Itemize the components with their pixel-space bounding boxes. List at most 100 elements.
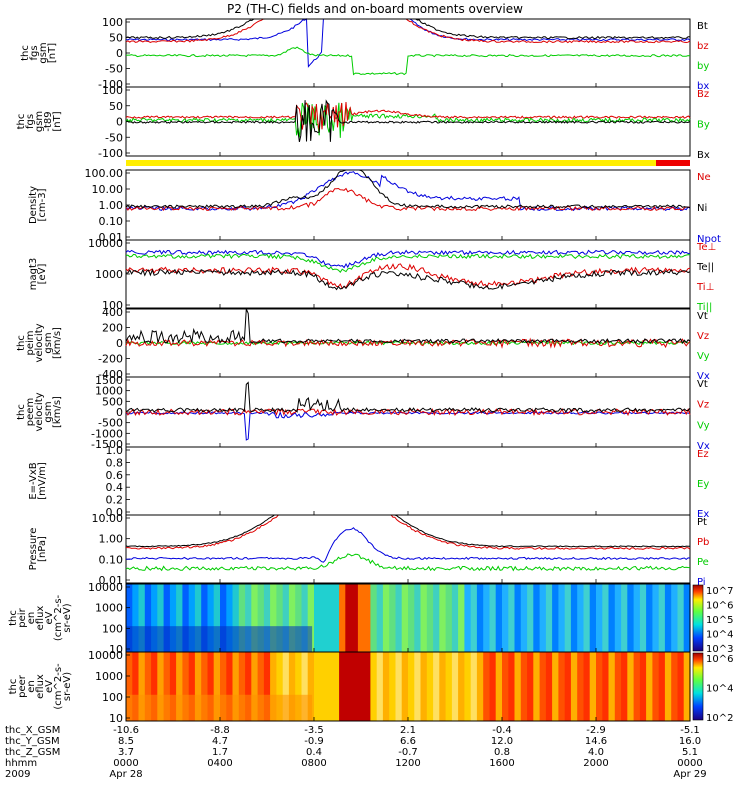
y-label-line: velocity [34,392,45,431]
footer-value: 1600 [489,758,515,769]
y-label-line: fgs [25,114,36,129]
trace-Te-par [125,268,691,291]
y-tick-label: 0.8 [106,456,124,469]
spectrogram-cell [658,584,666,652]
spectrogram-cell [420,652,428,721]
y-tick-label: 1000 [95,602,123,615]
y-tick-label: 100 [102,299,123,312]
spectrogram-cell [577,652,585,721]
spectrogram-cell [433,652,440,721]
legend-entry: Npot [697,234,721,245]
y-label-line: [eV] [37,264,48,285]
legend: Te⊥ Te|| Ti⊥ Ti|| [696,242,716,313]
spectrogram-cell [357,584,365,652]
spectrogram-cell [433,584,440,652]
spectrogram-cell [533,652,541,721]
y-label-line: [nT] [52,111,63,131]
legend-entry: Vz [697,400,709,411]
legend-entry: Vy [697,420,710,431]
spectrogram-cell [194,584,202,652]
spectrogram-cell [627,652,635,721]
spectrogram-cell [558,584,566,652]
footer-value: 8.5 [118,736,134,747]
spectrogram-cell [602,652,610,721]
spectrogram-cell [364,584,371,652]
panel-7: 1.00.80.60.40.20.0 E=-VxB[mV/m] Ez Ey Ex [28,444,709,520]
spectrogram-cell [389,652,397,721]
colorbar: 10^6 10^4 10^2 [692,652,733,724]
trace-Te-perp [125,263,691,290]
y-label-line: peir [17,607,28,627]
spectrogram-cell [414,652,422,721]
y-tick-label: 500 [102,395,123,408]
legend-entry: Bt [697,21,708,32]
y-tick-label: 100 [102,622,123,635]
spectrogram-cell [201,584,209,652]
footer-row-name: 2009 [5,769,31,780]
spectrogram-cell [658,652,666,721]
spectrogram-cell [238,584,246,652]
spectrogram-cell [295,652,303,721]
spectrogram [126,652,691,721]
spectrogram-cell [639,584,647,652]
legend-entry: Vt [697,379,708,390]
trace-by [125,46,691,76]
spectrogram-cell [270,584,277,652]
spectrogram-cell [226,584,234,652]
panel-10: 10^6 10^4 10^2 10000 1000 100 10 thcpeereneflux… [8,649,733,725]
legend-entry: Te⊥ [696,242,716,253]
spectrogram-cell [345,584,353,652]
spectrogram-cell [151,652,158,721]
trace-Npot [125,171,691,212]
spectrogram-cell [351,652,359,721]
legend: Vt Vz Vy Vx [697,311,710,382]
spectrogram-cell [263,652,271,721]
legend-entry: bx [697,81,709,92]
footer-value: -0.9 [304,736,324,747]
y-tick-label: 50 [109,32,123,45]
spectrogram-cell [163,652,171,721]
spectrogram-cell [608,584,616,652]
spectrogram-cell [370,584,378,652]
y-label-line: sr-eV) [62,672,73,701]
y-axis-label: Pressure[nPa] [28,528,48,571]
spectrogram-cell [382,652,390,721]
y-tick-label: 0.01 [99,574,124,587]
y-label-line: eflux [35,674,46,699]
spectrogram-cell [138,652,146,721]
spectrogram-cell [527,584,534,652]
spectrogram-cell [395,584,403,652]
spectrogram-cell [238,652,246,721]
spectrogram-cell [282,584,290,652]
y-tick-label: -200 [98,353,123,366]
trace-peem-Vt [125,381,691,413]
y-tick-label: 100 [102,84,123,97]
legend-entry: by [697,61,709,72]
spectrogram-cell [389,584,397,652]
spectrogram-cell [288,652,296,721]
footer-value: 0.4 [306,747,322,758]
footer-value: 0000 [113,758,139,769]
spectrogram-cell [464,652,472,721]
y-tick-label: 0.01 [99,231,124,244]
colorbar-label: 10^4 [706,630,733,641]
trace-Ni [125,169,691,209]
y-tick-label: -1000 [91,427,123,440]
spectrogram-cell [664,584,672,652]
legend-entry: Vt [697,311,708,322]
y-tick-label: 1.0 [106,444,124,457]
footer-value: 4.7 [212,736,228,747]
spectrogram-cell [345,652,353,721]
footer-row-name: thc_X_GSM [5,725,61,736]
legend-entry: Ex [697,509,709,520]
panel-4: 10000 1000 100 magt3[eV] Te⊥ Te|| Ti⊥ Ti|| [28,237,716,313]
spectrogram-cell [596,584,603,652]
y-label-line: fgs [29,45,40,60]
footer-value: 0800 [301,758,327,769]
y-tick-label: 1500 [95,374,123,387]
spectrogram-cell [639,652,647,721]
